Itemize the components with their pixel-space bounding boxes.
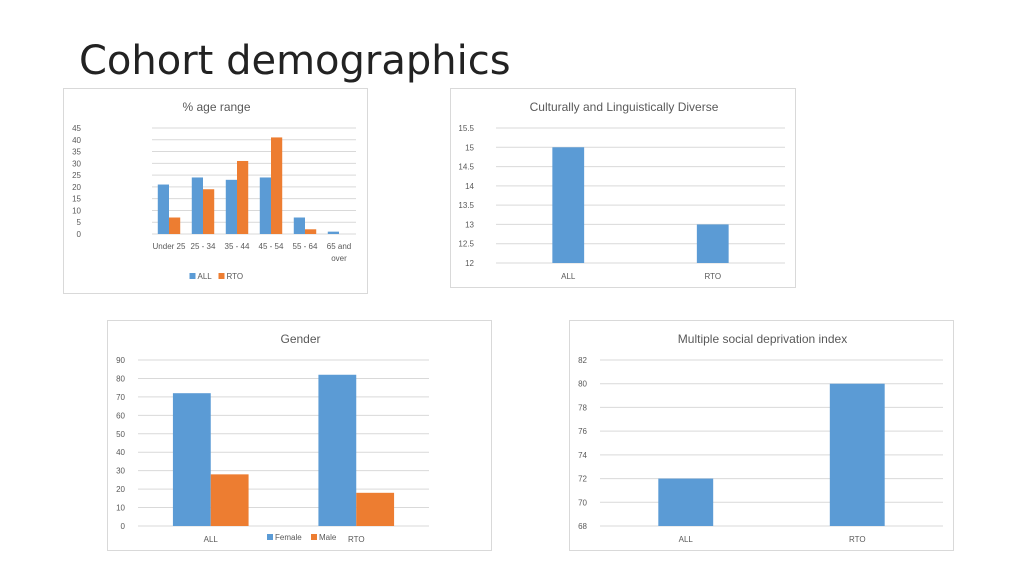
y-tick-label: 82 bbox=[578, 356, 587, 365]
y-tick-label: 35 bbox=[72, 148, 81, 157]
x-tick-label: ALL bbox=[204, 535, 219, 544]
bar bbox=[696, 224, 729, 263]
chart-age-range: % age range 0 5 10 15 20 25 30 35 40 45 Under 25 25 … bbox=[63, 88, 368, 294]
y-tick-label: 74 bbox=[578, 451, 587, 460]
y-tick-label: 30 bbox=[72, 159, 81, 168]
bar bbox=[829, 383, 885, 526]
bar bbox=[210, 474, 249, 526]
x-tick-label: RTO bbox=[704, 272, 721, 281]
y-tick-label: 5 bbox=[77, 218, 82, 227]
slide-title: Cohort demographics bbox=[79, 38, 511, 84]
legend-label: ALL bbox=[198, 272, 213, 281]
y-tick-label: 30 bbox=[116, 467, 125, 476]
x-tick-label-line: over bbox=[331, 254, 347, 263]
y-tick-label: 45 bbox=[72, 124, 81, 133]
legend-label: Male bbox=[319, 533, 337, 542]
chart-msdi-svg: Multiple social deprivation index 68 70 72 7… bbox=[578, 332, 943, 544]
bar bbox=[293, 217, 305, 234]
bar bbox=[237, 160, 249, 234]
x-tick-label: ALL bbox=[561, 272, 576, 281]
x-tick-label: Under 25 bbox=[153, 242, 186, 251]
y-tick-label: 72 bbox=[578, 475, 587, 484]
y-tick-label: 80 bbox=[116, 374, 125, 383]
y-tick-label: 14 bbox=[465, 182, 474, 191]
y-tick-label: 15.5 bbox=[458, 124, 474, 133]
y-tick-label: 68 bbox=[578, 522, 587, 531]
chart-gender-svg: Gender 0 10 20 30 40 50 60 70 80 90 ALL RTO Female Mal… bbox=[116, 332, 429, 544]
y-tick-label: 12.5 bbox=[458, 240, 474, 249]
chart-gender: Gender 0 10 20 30 40 50 60 70 80 90 ALL RTO Female Mal… bbox=[107, 320, 492, 551]
y-tick-label: 15 bbox=[72, 195, 81, 204]
y-tick-label: 0 bbox=[121, 522, 126, 531]
y-tick-label: 15 bbox=[465, 143, 474, 152]
y-tick-label: 60 bbox=[116, 411, 125, 420]
legend-swatch bbox=[218, 273, 225, 279]
chart-title: Culturally and Linguistically Diverse bbox=[530, 100, 719, 114]
chart-cald-svg: Culturally and Linguistically Diverse 12 1… bbox=[458, 100, 785, 281]
bar bbox=[356, 492, 395, 526]
x-tick-label: RTO bbox=[849, 535, 866, 544]
y-tick-label: 12 bbox=[465, 259, 474, 268]
y-tick-label: 13.5 bbox=[458, 201, 474, 210]
bar bbox=[169, 217, 181, 234]
bar bbox=[658, 478, 714, 526]
legend-swatch bbox=[189, 273, 196, 279]
chart-msdi: Multiple social deprivation index 68 70 72 7… bbox=[569, 320, 954, 551]
y-tick-label: 13 bbox=[465, 220, 474, 229]
y-tick-label: 40 bbox=[72, 136, 81, 145]
bar bbox=[552, 147, 585, 263]
bar bbox=[225, 179, 237, 234]
y-tick-label: 80 bbox=[578, 380, 587, 389]
x-tick-label: 65 and over bbox=[327, 242, 351, 263]
x-tick-label: 55 - 64 bbox=[293, 242, 318, 251]
y-tick-label: 10 bbox=[116, 504, 125, 513]
y-tick-label: 70 bbox=[116, 393, 125, 402]
y-tick-label: 20 bbox=[116, 485, 125, 494]
y-tick-label: 78 bbox=[578, 403, 587, 412]
y-tick-label: 10 bbox=[72, 206, 81, 215]
x-tick-label-line: 65 and bbox=[327, 242, 351, 251]
y-tick-label: 14.5 bbox=[458, 163, 474, 172]
x-tick-label: 45 - 54 bbox=[259, 242, 284, 251]
y-tick-label: 76 bbox=[578, 427, 587, 436]
chart-age-range-svg: % age range 0 5 10 15 20 25 30 35 40 45 Under 25 25 … bbox=[72, 100, 356, 281]
bar bbox=[271, 137, 283, 234]
y-tick-label: 40 bbox=[116, 448, 125, 457]
bar bbox=[157, 184, 169, 234]
x-tick-label: ALL bbox=[679, 535, 694, 544]
bar bbox=[203, 189, 215, 234]
y-tick-label: 90 bbox=[116, 356, 125, 365]
y-tick-label: 25 bbox=[72, 171, 81, 180]
chart-title: Gender bbox=[280, 332, 320, 346]
x-tick-label: 35 - 44 bbox=[225, 242, 250, 251]
bar bbox=[191, 177, 203, 234]
bar bbox=[327, 231, 339, 234]
legend-swatch bbox=[311, 534, 317, 540]
y-tick-label: 70 bbox=[578, 498, 587, 507]
bar bbox=[172, 393, 211, 526]
y-tick-label: 50 bbox=[116, 430, 125, 439]
x-tick-label: RTO bbox=[348, 535, 365, 544]
chart-title: Multiple social deprivation index bbox=[678, 332, 847, 346]
legend-swatch bbox=[267, 534, 273, 540]
chart-cald: Culturally and Linguistically Diverse 12 1… bbox=[450, 88, 796, 288]
chart-title: % age range bbox=[182, 100, 250, 114]
bar bbox=[318, 374, 357, 526]
x-tick-label: 25 - 34 bbox=[191, 242, 216, 251]
legend-label: Female bbox=[275, 533, 302, 542]
y-tick-label: 0 bbox=[77, 230, 82, 239]
legend-label: RTO bbox=[227, 272, 244, 281]
bar bbox=[305, 229, 317, 234]
y-tick-label: 20 bbox=[72, 183, 81, 192]
bar bbox=[259, 177, 271, 234]
